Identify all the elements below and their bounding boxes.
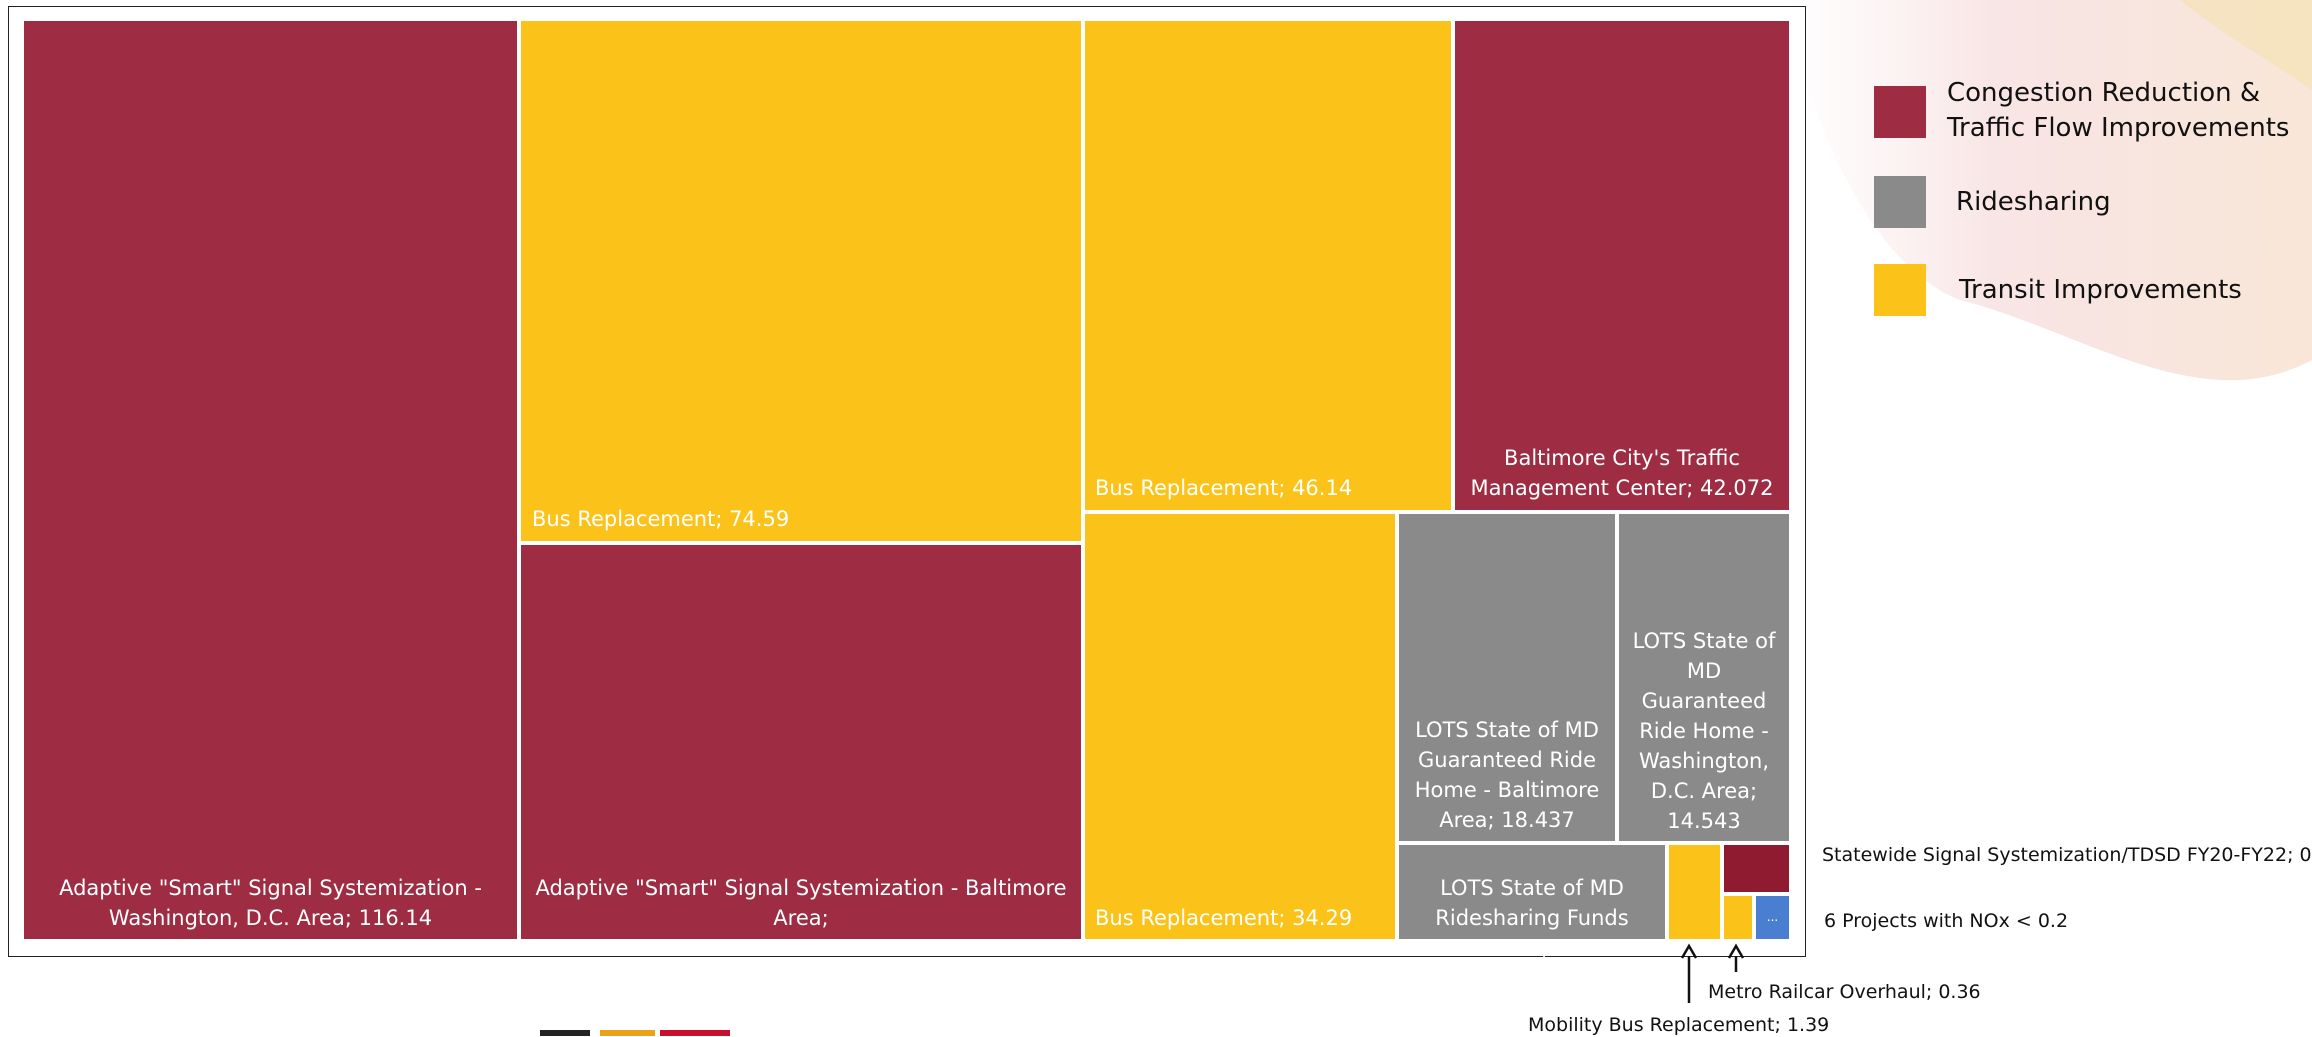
callout-arrow-mobility-bus-head — [1680, 943, 1698, 959]
tile-label-adaptive-washington: Adaptive "Smart" Signal Systemization - … — [59, 876, 482, 930]
callout-arrow-metro-railcar-head — [1727, 943, 1745, 959]
treemap-tile-mobility-bus — [1669, 845, 1720, 939]
tile-label-six-projects: ... — [1766, 910, 1779, 924]
legend-label-transit: Transit Improvements — [1959, 275, 2242, 305]
treemap-tile-adaptive-baltimore — [521, 545, 1081, 939]
treemap-tile-adaptive-washington — [24, 21, 517, 939]
tile-label-bus-replacement-74: Bus Replacement; 74.59 — [532, 507, 790, 531]
treemap-tile-baltimore-tmc — [1455, 21, 1789, 510]
treemap-tile-bus-replacement-46 — [1085, 21, 1451, 510]
legend-swatch-transit — [1874, 264, 1926, 316]
callout-mobility-bus: Mobility Bus Replacement; 1.39 — [1528, 1014, 1830, 1036]
legend-label-ridesharing: Ridesharing — [1956, 187, 2111, 217]
treemap-tile-lots-ride-home-baltimore — [1399, 514, 1615, 841]
tile-label-bus-replacement-46: Bus Replacement; 46.14 — [1095, 476, 1353, 500]
tile-label-baltimore-tmc: Baltimore City's Traffic Management Cent… — [1470, 446, 1774, 500]
tile-label-lots-ridesharing-funds: LOTS State of MD Ridesharing Funds D&E;.… — [1435, 876, 1629, 960]
tile-label-bus-replacement-34: Bus Replacement; 34.29 — [1095, 906, 1353, 930]
treemap-tile-bus-replacement-74 — [521, 21, 1081, 541]
treemap-tile-lots-ride-home-washington — [1619, 514, 1789, 841]
treemap-tile-lots-ridesharing-funds — [1399, 845, 1665, 939]
legend-swatch-congestion — [1874, 86, 1926, 138]
treemap-tile-metro-railcar — [1724, 896, 1752, 939]
callout-six-projects: 6 Projects with NOx < 0.2 — [1824, 910, 2069, 932]
legend-swatch-ridesharing — [1874, 176, 1926, 228]
logo-fragment — [540, 1030, 730, 1036]
legend-label-congestion: Congestion Reduction & Traffic Flow Impr… — [1947, 78, 2290, 143]
callout-metro-railcar: Metro Railcar Overhaul; 0.36 — [1708, 981, 1981, 1003]
treemap-tile-bus-replacement-34 — [1085, 514, 1395, 939]
tile-label-lots-ride-home-baltimore: LOTS State of MD Guaranteed Ride Home - … — [1414, 718, 1600, 832]
callout-statewide-signal: Statewide Signal Systemization/TDSD FY20… — [1822, 844, 2312, 866]
treemap-tile-six-projects — [1756, 896, 1789, 939]
treemap-tile-statewide-signal — [1724, 845, 1789, 892]
tile-label-lots-ride-home-washington: LOTS State of MD Guaranteed Ride Home - … — [1632, 629, 1776, 833]
tile-label-adaptive-baltimore: Adaptive "Smart" Signal Systemization - … — [535, 876, 1067, 960]
